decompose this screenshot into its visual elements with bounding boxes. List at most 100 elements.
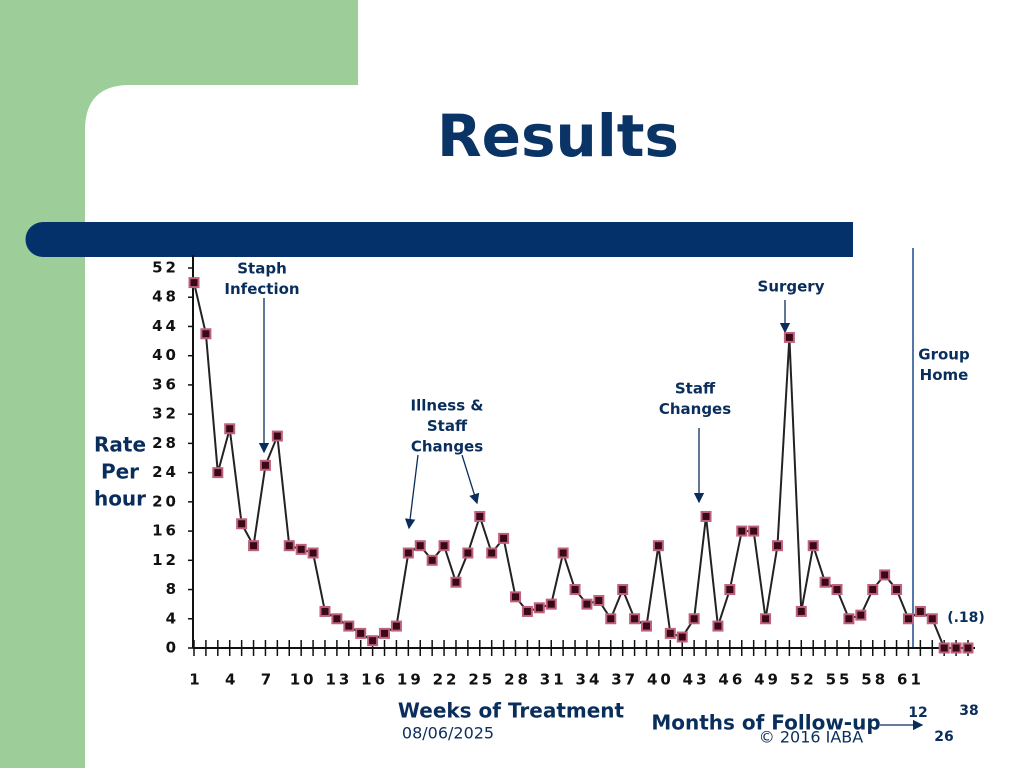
data-point — [581, 598, 593, 610]
x-tick-label: 37 — [611, 671, 638, 689]
annotation: Infection — [224, 280, 299, 298]
x-tick-label: 13 — [325, 671, 352, 689]
data-point — [593, 595, 605, 606]
annotation: Staff — [675, 380, 716, 398]
data-point — [307, 547, 319, 559]
x-tick-label: 19 — [397, 671, 424, 689]
x-tick-label: 10 — [290, 671, 317, 689]
annotation: Surgery — [758, 278, 825, 296]
x-tick-label: 31 — [540, 671, 567, 689]
y-tick-label: 20 — [152, 492, 179, 510]
y-tick-label: 0 — [166, 639, 179, 657]
data-point — [367, 635, 379, 647]
x-tick-label: 25 — [468, 671, 495, 689]
data-point — [831, 584, 843, 596]
data-point — [498, 532, 510, 544]
data-point — [426, 554, 438, 566]
data-point — [926, 613, 938, 625]
y-tick-label: 16 — [152, 522, 179, 540]
data-point — [474, 510, 486, 522]
data-point — [617, 584, 629, 596]
data-point — [807, 540, 819, 552]
data-point — [962, 642, 974, 654]
x-tick-label: 1 — [189, 671, 202, 689]
annotation: Changes — [411, 438, 483, 456]
y-tick-label: 8 — [166, 580, 179, 598]
y-axis-label: hour — [94, 487, 146, 511]
x-axis-label: Weeks of Treatment — [398, 699, 625, 723]
data-point — [521, 605, 533, 617]
data-point — [510, 591, 522, 603]
data-point — [640, 620, 652, 632]
data-point — [462, 547, 474, 559]
followup-label: Months of Follow-up — [651, 711, 880, 735]
data-point — [414, 540, 426, 552]
data-point — [819, 576, 831, 588]
footer-copyright: © 2016 IABA — [759, 728, 864, 747]
data-point — [867, 584, 879, 596]
data-point — [891, 584, 903, 596]
y-tick-label: 40 — [152, 346, 179, 364]
data-point — [224, 423, 236, 435]
y-tick-label: 4 — [166, 609, 179, 627]
x-tick-label: 28 — [504, 671, 531, 689]
data-point — [319, 605, 331, 617]
data-point — [879, 569, 891, 581]
data-point — [188, 277, 200, 289]
y-tick-label: 28 — [152, 434, 179, 452]
x-tick-label: 43 — [683, 671, 710, 689]
annotation: Illness & — [411, 397, 484, 415]
footer-date: 08/06/2025 — [402, 724, 494, 743]
x-tick-label: 55 — [826, 671, 853, 689]
data-point — [486, 547, 498, 559]
data-point — [200, 328, 212, 340]
data-point — [355, 627, 367, 639]
annotation-arrows — [258, 298, 924, 731]
y-tick-label: 44 — [152, 317, 179, 335]
data-point — [664, 627, 676, 639]
data-point — [652, 540, 664, 552]
x-tick-label: 16 — [361, 671, 388, 689]
annotation: Changes — [659, 400, 731, 418]
followup-tick-label: 12 — [908, 705, 927, 721]
data-point — [771, 540, 783, 552]
data-point — [676, 631, 688, 643]
data-point — [533, 602, 545, 614]
end-label: (.18) — [947, 610, 985, 626]
data-point — [379, 627, 391, 639]
x-tick-label: 52 — [790, 671, 817, 689]
data-point — [259, 459, 271, 471]
data-point — [724, 584, 736, 596]
x-tick-label: 46 — [718, 671, 745, 689]
x-tick-label: 40 — [647, 671, 674, 689]
data-point — [902, 613, 914, 625]
data-point — [938, 642, 950, 654]
data-point — [545, 598, 557, 610]
annotation: Home — [920, 366, 969, 384]
data-point — [283, 540, 295, 552]
data-point — [402, 547, 414, 559]
data-point — [557, 547, 569, 559]
annotation: Staff — [427, 417, 468, 435]
data-point — [271, 430, 283, 442]
data-point — [390, 620, 402, 632]
data-point — [950, 642, 962, 654]
data-point — [605, 613, 617, 625]
x-tick-label: 4 — [225, 671, 238, 689]
data-point — [748, 525, 760, 537]
data-point — [855, 609, 867, 621]
data-point — [700, 510, 712, 522]
annotation: Group — [918, 346, 970, 364]
x-tick-label: 7 — [261, 671, 274, 689]
y-axis-label: Per — [101, 460, 139, 484]
annotation: Staph — [237, 260, 287, 278]
x-tick-label: 58 — [861, 671, 888, 689]
data-point — [760, 613, 772, 625]
x-tick-label: 34 — [576, 671, 603, 689]
data-point — [438, 540, 450, 552]
data-point — [843, 613, 855, 625]
data-point — [295, 543, 307, 555]
x-tick-label: 61 — [897, 671, 924, 689]
y-tick-label: 52 — [152, 259, 179, 277]
